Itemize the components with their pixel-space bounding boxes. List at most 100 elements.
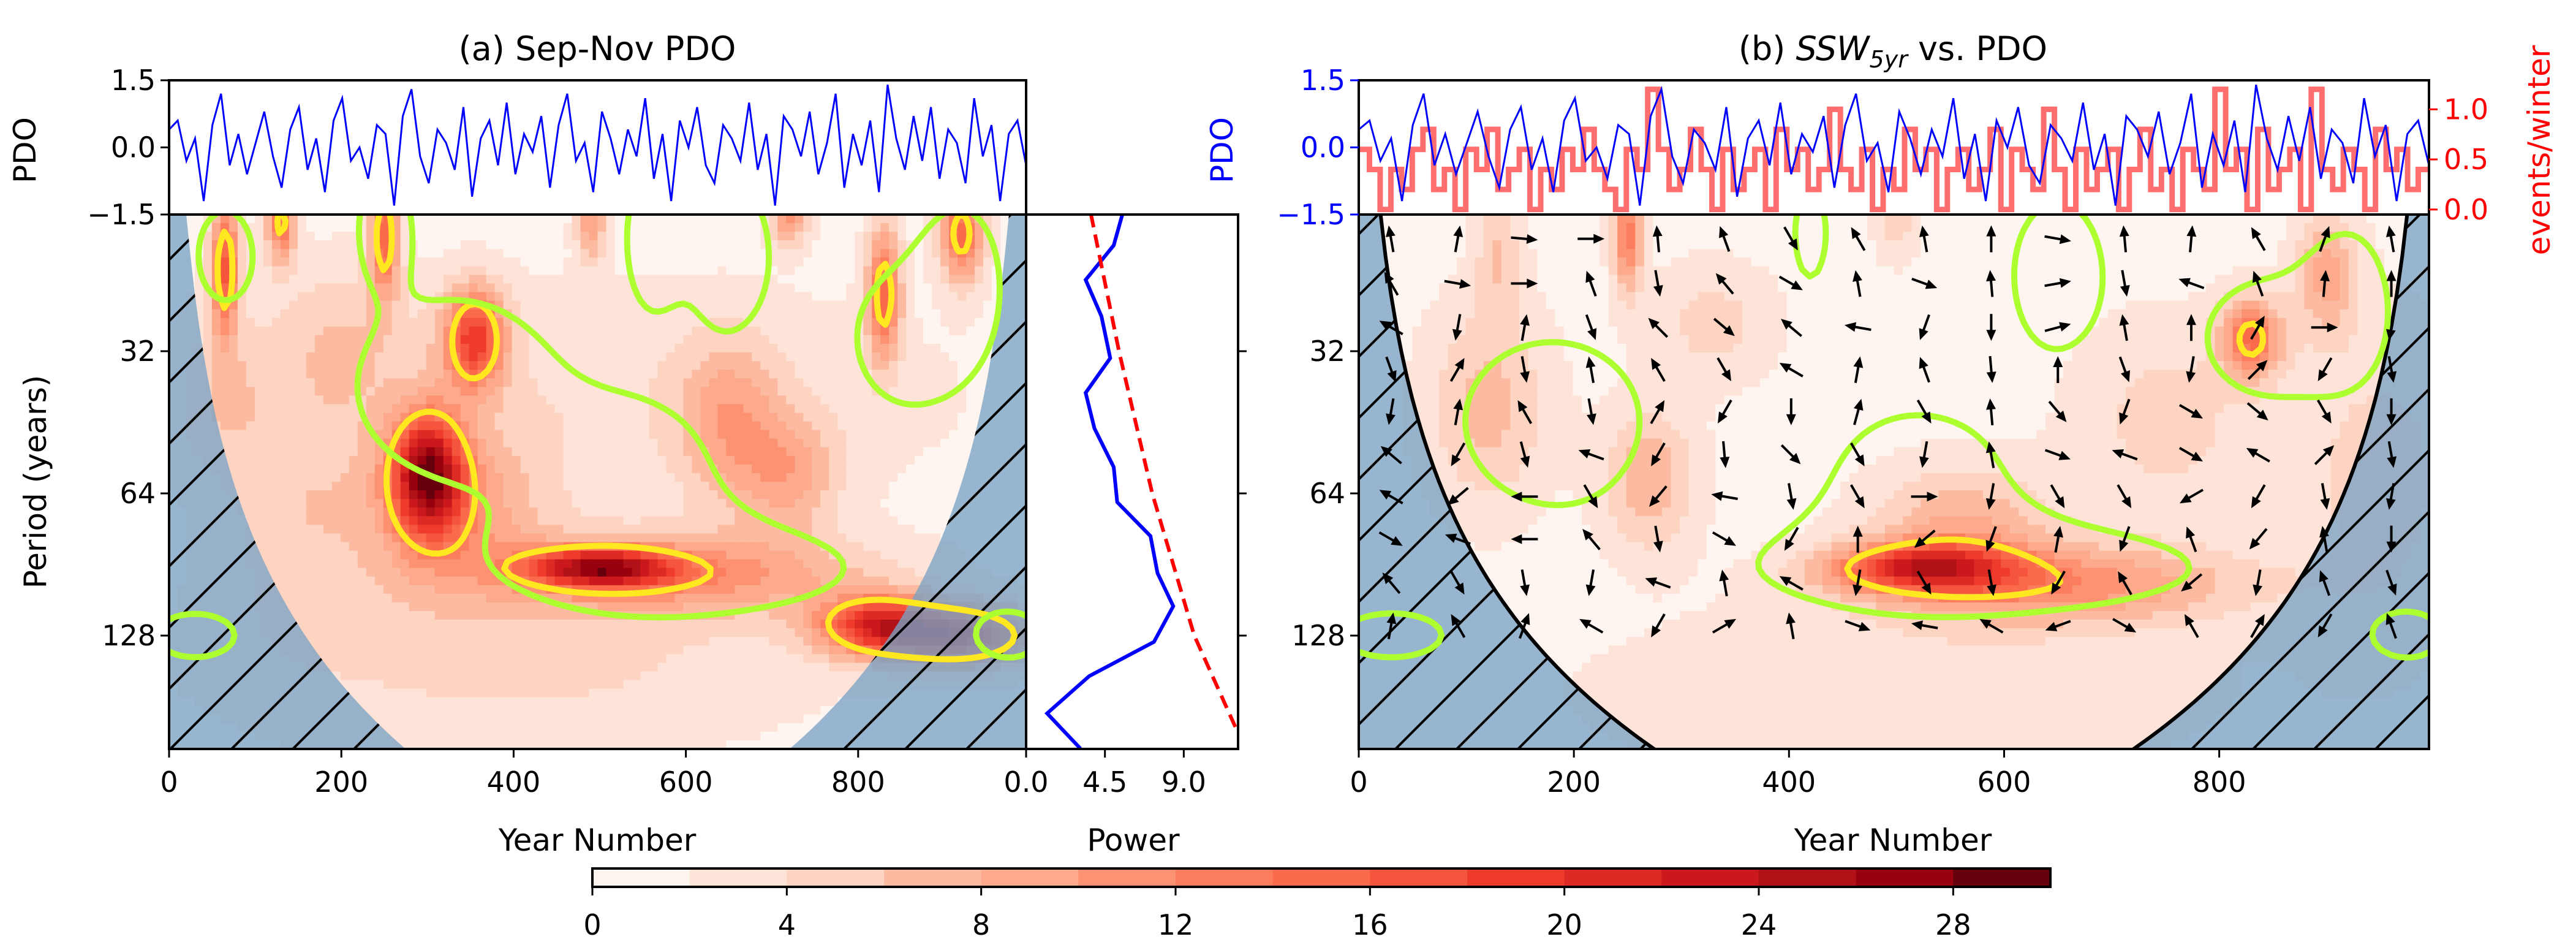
power-cell [958,370,967,379]
power-cell [314,257,324,267]
power-cell [477,283,487,293]
power-cell [297,232,307,241]
power-cell [666,602,676,612]
power-cell [846,525,855,534]
power-cell [692,317,701,327]
power-cell [846,455,855,465]
power-cell [589,326,599,336]
power-cell [451,387,461,397]
power-cell [469,430,478,439]
power-cell [897,317,907,327]
power-cell [469,576,478,586]
power-cell [469,628,478,637]
power-cell [366,223,376,232]
power-cell [795,438,804,448]
power-cell [451,240,461,250]
power-cell [623,576,633,586]
power-cell [700,300,710,310]
power-cell [229,387,238,397]
power-cell [554,430,564,439]
power-cell [923,499,932,508]
power-cell [786,499,796,508]
power-cell [837,317,847,327]
power-cell [640,507,650,517]
power-cell [966,335,975,344]
power-cell [649,317,659,327]
power-cell [254,507,264,517]
power-cell [812,412,822,422]
power-cell [623,525,633,534]
power-cell [743,568,753,577]
power-cell [314,352,324,362]
power-cell [246,326,255,336]
power-cell [563,559,573,569]
power-cell [314,249,324,259]
power-cell [297,593,307,603]
power-cell [752,275,761,284]
power-cell [880,620,890,629]
power-cell [409,300,418,310]
power-cell [803,361,813,370]
power-cell [709,593,719,603]
power-cell [786,395,796,405]
power-cell [486,542,496,552]
power-cell [494,447,504,457]
power-cell [906,266,915,276]
power-cell [846,620,855,629]
power-cell [434,637,444,647]
power-cell [409,507,418,517]
power-cell [520,447,530,457]
power-cell [752,344,761,353]
power-cell [932,361,941,370]
power-cell [949,326,958,336]
power-cell [640,628,650,637]
power-cell [640,473,650,482]
power-cell [812,455,822,465]
power-cell [674,395,684,405]
power-cell [915,275,924,284]
power-cell [486,430,496,439]
power-cell [949,378,958,388]
power-cell [717,499,727,508]
power-cell [460,637,470,647]
power-cell [211,309,221,319]
power-cell [597,499,607,508]
power-cell [889,559,898,569]
power-cell [323,550,333,560]
power-cell [872,542,881,552]
power-cell [760,620,770,629]
power-cell [717,533,727,543]
power-cell [640,361,650,370]
power-cell [477,568,487,577]
power-cell [229,317,238,327]
power-cell [451,275,461,284]
power-cell [915,361,924,370]
power-cell [632,215,641,224]
power-cell [263,300,273,310]
power-cell [297,602,307,612]
power-cell [374,387,384,397]
power-cell [795,611,804,620]
power-cell [597,412,607,422]
power-cell [263,473,273,482]
power-cell [417,421,427,431]
power-cell [417,525,427,534]
power-cell [803,249,813,259]
power-cell [889,387,898,397]
power-cell [426,326,436,336]
power-cell [271,335,281,344]
power-cell [306,370,315,379]
power-cell [297,257,307,267]
power-cell [717,257,727,267]
power-cell [331,275,341,284]
power-cell [786,542,796,552]
power-cell [897,499,907,508]
power-cell [554,550,564,560]
power-cell [280,275,290,284]
power-cell [306,611,315,620]
power-cell [580,550,590,560]
power-cell [357,482,367,491]
power-cell [349,525,358,534]
power-cell [692,275,701,284]
power-cell [872,464,881,474]
